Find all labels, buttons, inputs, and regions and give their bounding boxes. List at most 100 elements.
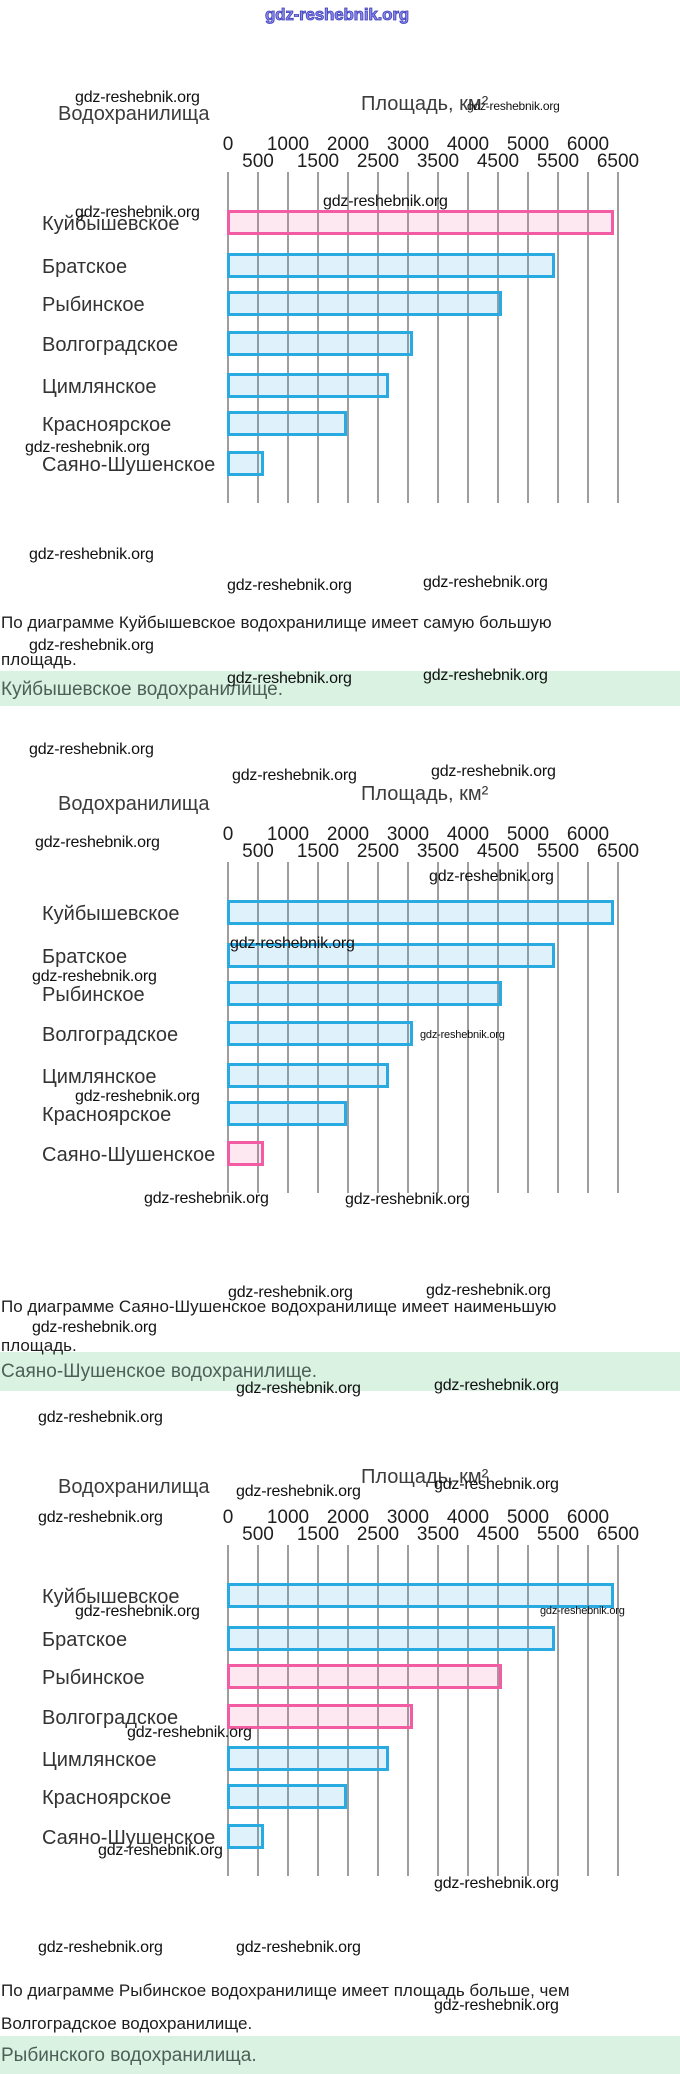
axis-tick-label: 3000 (386, 824, 430, 845)
watermark-text: gdz-reshebnik.org (423, 667, 548, 684)
gridline (497, 862, 499, 1193)
gridline (377, 862, 379, 1193)
axis-tick-label: 500 (242, 841, 274, 862)
watermark-text: gdz-reshebnik.org (98, 1842, 223, 1859)
category-label: Рыбинское (42, 984, 145, 1006)
axis-tick-label: 6500 (596, 841, 640, 862)
gridline (557, 172, 559, 503)
watermark-text: gdz-reshebnik.org (420, 1029, 505, 1041)
gridline (407, 862, 409, 1193)
gridline (617, 862, 619, 1193)
watermark-text: gdz-reshebnik.org (38, 1939, 163, 1956)
category-label: Рыбинское (42, 294, 145, 316)
chart-bar (227, 1784, 347, 1809)
x-axis-title: Площадь, км² (361, 783, 489, 805)
axis-tick-label: 4000 (446, 1507, 490, 1528)
category-label: Цимлянское (42, 376, 157, 398)
watermark-text: gdz-reshebnik.org (75, 1088, 200, 1105)
axis-tick-label: 6000 (566, 824, 610, 845)
category-label: Братское (42, 256, 128, 278)
axis-tick-label: 500 (242, 151, 274, 172)
chart-bar (227, 451, 264, 476)
axis-tick-label: 2500 (356, 841, 400, 862)
gridline (347, 1545, 349, 1876)
conclusion-3-line-2: Волгоградское водохранилище. (1, 2014, 253, 2033)
watermark-text: gdz-reshebnik.org (429, 868, 554, 885)
watermark-text: gdz-reshebnik.org (431, 763, 556, 780)
axis-tick-label: 2000 (326, 824, 370, 845)
watermark-text: gdz-reshebnik.org (265, 5, 410, 24)
answer-highlight-1 (0, 671, 680, 706)
watermark-text: gdz-reshebnik.org (236, 1380, 361, 1397)
chart-bar (227, 1583, 614, 1608)
chart-bar (227, 1746, 389, 1771)
chart-bar (227, 210, 614, 235)
category-label: Куйбышевское (42, 213, 180, 235)
category-label: Красноярское (42, 414, 172, 436)
watermark-text: gdz-reshebnik.org (230, 935, 355, 952)
gridline (527, 862, 529, 1193)
category-label: Волгоградское (42, 334, 179, 356)
gridline (377, 1545, 379, 1876)
reservoir-area-chart-2: Водохранилища Площадь, км² 0 500 1000 1500 200… (0, 775, 680, 1200)
chart-bar (227, 1824, 264, 1849)
gridline (407, 1545, 409, 1876)
watermark-text: gdz-reshebnik.org (227, 577, 352, 594)
watermark-text: gdz-reshebnik.org (227, 670, 352, 687)
gridline (557, 1545, 559, 1876)
watermark-text: gdz-reshebnik.org (144, 1190, 269, 1207)
watermark-text: gdz-reshebnik.org (32, 968, 157, 985)
axis-tick-label: 5500 (536, 841, 580, 862)
axis-tick-label: 6500 (596, 151, 640, 172)
gridline (287, 172, 289, 503)
gridline (287, 862, 289, 1193)
watermark-text: gdz-reshebnik.org (127, 1724, 252, 1741)
chart-bar (227, 1021, 413, 1046)
axis-tick-label: 6000 (566, 1507, 610, 1528)
watermark-text: gdz-reshebnik.org (434, 1476, 559, 1493)
watermark-text: gdz-reshebnik.org (75, 89, 200, 106)
watermark-text: gdz-reshebnik.org (423, 574, 548, 591)
gridline (437, 1545, 439, 1876)
conclusion-1-line-2: площадь. (1, 650, 77, 669)
gridline (347, 862, 349, 1193)
axis-tick-label: 4000 (446, 134, 490, 155)
watermark-text: gdz-reshebnik.org (323, 193, 448, 210)
gridline (527, 172, 529, 503)
gridline (317, 1545, 319, 1876)
gridline (497, 172, 499, 503)
axis-tick-label: 1500 (296, 151, 340, 172)
gridline (347, 172, 349, 503)
gridline (287, 1545, 289, 1876)
category-label: Красноярское (42, 1787, 172, 1809)
chart-bar (227, 1101, 347, 1126)
chart-bar (227, 981, 502, 1006)
watermark-text: gdz-reshebnik.org (434, 1997, 559, 2014)
category-label: Рыбинское (42, 1667, 145, 1689)
axis-tick-label: 1500 (296, 841, 340, 862)
chart-bar (227, 331, 413, 356)
gridline (617, 1545, 619, 1876)
gridline (497, 1545, 499, 1876)
axis-tick-label: 2000 (326, 1507, 370, 1528)
axis-tick-label: 1000 (266, 134, 310, 155)
chart-bar (227, 253, 555, 278)
axis-tick-label: 4000 (446, 824, 490, 845)
gridline (587, 1545, 589, 1876)
axis-tick-label: 5000 (506, 824, 550, 845)
gridline (437, 862, 439, 1193)
chart-bar (227, 291, 502, 316)
watermark-text: gdz-reshebnik.org (75, 1603, 200, 1620)
axis-tick-label: 6000 (566, 134, 610, 155)
axis-tick-label: 6500 (596, 1524, 640, 1545)
reservoir-area-chart-3: Водохранилища Площадь, км² 0 500 1000 1500 200… (0, 1458, 680, 1883)
axis-tick-label: 2000 (326, 134, 370, 155)
gridline (377, 172, 379, 503)
gridline (317, 172, 319, 503)
gridline (557, 862, 559, 1193)
axis-tick-label: 5500 (536, 1524, 580, 1545)
watermark-text: gdz-reshebnik.org (540, 1605, 625, 1617)
chart-bar (227, 943, 555, 968)
x-axis-title: Площадь, км² (361, 1466, 489, 1488)
watermark-text: gdz-reshebnik.org (32, 1319, 157, 1336)
